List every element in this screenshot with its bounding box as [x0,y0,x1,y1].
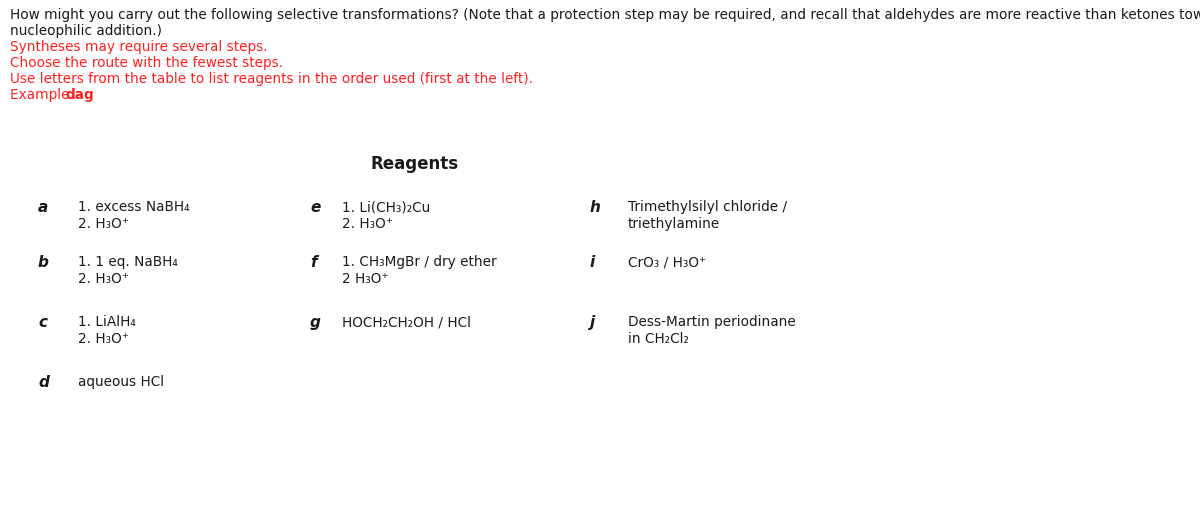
Text: j: j [590,315,595,330]
Text: Use letters from the table to list reagents in the order used (first at the left: Use letters from the table to list reage… [10,72,533,86]
Text: Reagents: Reagents [371,155,460,173]
Text: 2. H₃O⁺: 2. H₃O⁺ [78,272,130,286]
Text: Trimethylsilyl chloride /: Trimethylsilyl chloride / [628,200,787,214]
Text: 2. H₃O⁺: 2. H₃O⁺ [342,217,394,231]
Text: Choose the route with the fewest steps.: Choose the route with the fewest steps. [10,56,283,70]
Text: 1. 1 eq. NaBH₄: 1. 1 eq. NaBH₄ [78,255,178,269]
Text: Dess-Martin periodinane: Dess-Martin periodinane [628,315,796,329]
Text: HOCH₂CH₂OH / HCl: HOCH₂CH₂OH / HCl [342,315,470,329]
Text: in CH₂Cl₂: in CH₂Cl₂ [628,332,689,346]
Text: 1. excess NaBH₄: 1. excess NaBH₄ [78,200,190,214]
Text: Example:: Example: [10,88,78,102]
Text: 2 H₃O⁺: 2 H₃O⁺ [342,272,389,286]
Text: Syntheses may require several steps.: Syntheses may require several steps. [10,40,268,54]
Text: f: f [310,255,317,270]
Text: 1. CH₃MgBr / dry ether: 1. CH₃MgBr / dry ether [342,255,497,269]
Text: i: i [590,255,595,270]
Text: c: c [38,315,47,330]
Text: a: a [38,200,48,215]
Text: b: b [38,255,49,270]
Text: dag: dag [65,88,94,102]
Text: How might you carry out the following selective transformations? (Note that a pr: How might you carry out the following se… [10,8,1200,22]
Text: 2. H₃O⁺: 2. H₃O⁺ [78,217,130,231]
Text: CrO₃ / H₃O⁺: CrO₃ / H₃O⁺ [628,255,707,269]
Text: 2. H₃O⁺: 2. H₃O⁺ [78,332,130,346]
Text: e: e [310,200,320,215]
Text: 1. Li(CH₃)₂Cu: 1. Li(CH₃)₂Cu [342,200,431,214]
Text: nucleophilic addition.): nucleophilic addition.) [10,24,162,38]
Text: aqueous HCl: aqueous HCl [78,375,164,389]
Text: d: d [38,375,49,390]
Text: g: g [310,315,320,330]
Text: 1. LiAlH₄: 1. LiAlH₄ [78,315,136,329]
Text: triethylamine: triethylamine [628,217,720,231]
Text: h: h [590,200,601,215]
